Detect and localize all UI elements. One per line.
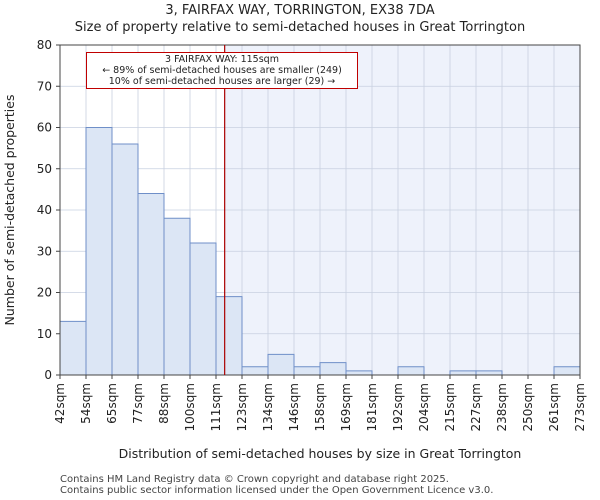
x-tick-label: 134sqm	[261, 383, 275, 431]
x-tick-label: 77sqm	[131, 383, 145, 424]
y-tick-label: 0	[44, 368, 52, 382]
x-axis-label: Distribution of semi-detached houses by …	[119, 446, 522, 461]
y-tick-label: 10	[37, 327, 52, 341]
annotation-line2: ← 89% of semi-detached houses are smalle…	[102, 65, 342, 76]
x-tick-label: 169sqm	[339, 383, 353, 431]
x-tick-label: 227sqm	[469, 383, 483, 431]
y-tick-label: 40	[37, 203, 52, 217]
y-tick-label: 50	[37, 162, 52, 176]
footer-credits: Contains HM Land Registry data © Crown c…	[60, 474, 493, 496]
chart-title-line1: 3, FAIRFAX WAY, TORRINGTON, EX38 7DA	[165, 3, 435, 18]
histogram-bar	[475, 370, 503, 376]
x-tick-label: 146sqm	[287, 383, 301, 431]
chart-title-line2: Size of property relative to semi-detach…	[74, 20, 526, 35]
histogram-bar	[241, 366, 269, 376]
footer-line1: Contains HM Land Registry data © Crown c…	[60, 474, 449, 485]
x-tick-label: 250sqm	[521, 383, 535, 431]
y-tick-label: 60	[37, 121, 52, 135]
histogram-bar	[189, 242, 217, 376]
y-axis-label: Number of semi-detached properties	[2, 95, 17, 326]
x-tick-label: 42sqm	[53, 383, 67, 424]
histogram-bar	[137, 193, 165, 376]
x-tick-label: 111sqm	[209, 383, 223, 431]
x-tick-label: 215sqm	[443, 383, 457, 431]
histogram-bar	[319, 362, 347, 376]
histogram-bar	[267, 353, 295, 376]
x-tick-label: 261sqm	[547, 383, 561, 431]
x-tick-label: 100sqm	[183, 383, 197, 431]
annotation-line3: 10% of semi-detached houses are larger (…	[108, 76, 336, 87]
histogram-bar	[293, 366, 321, 376]
x-tick-label: 181sqm	[365, 383, 379, 431]
histogram-bar	[397, 366, 425, 376]
x-tick-label: 65sqm	[105, 383, 119, 424]
histogram-bar	[215, 296, 243, 376]
footer-line2: Contains public sector information licen…	[60, 485, 494, 496]
x-tick-label: 273sqm	[573, 383, 587, 431]
histogram-bar	[85, 127, 113, 376]
histogram-bar	[345, 370, 373, 376]
y-tick-label: 20	[37, 286, 52, 300]
histogram-bar	[59, 320, 87, 376]
x-tick-label: 54sqm	[79, 383, 93, 424]
x-tick-label: 123sqm	[235, 383, 249, 431]
x-tick-label: 158sqm	[313, 383, 327, 431]
histogram-bar	[111, 143, 139, 376]
x-tick-label: 238sqm	[495, 383, 509, 431]
histogram-bar	[449, 370, 477, 376]
y-tick-label: 80	[37, 38, 52, 52]
histogram-bar	[163, 217, 191, 376]
annotation-box: 3 FAIRFAX WAY: 115sqm ← 89% of semi-deta…	[86, 52, 358, 89]
x-tick-label: 88sqm	[157, 383, 171, 424]
histogram-bar	[553, 366, 581, 376]
x-tick-label: 192sqm	[391, 383, 405, 431]
annotation-line1: 3 FAIRFAX WAY: 115sqm	[165, 54, 279, 65]
x-tick-label: 204sqm	[417, 383, 431, 431]
y-tick-label: 70	[37, 79, 52, 93]
y-tick-label: 30	[37, 244, 52, 258]
